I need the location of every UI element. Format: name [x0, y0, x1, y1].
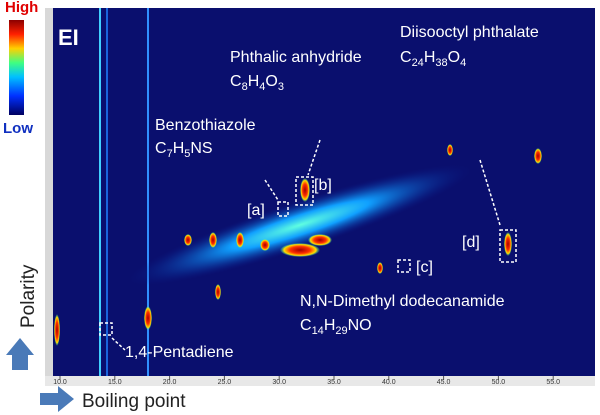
y-axis-strip [45, 8, 53, 376]
formula: C7H5NS [155, 140, 213, 160]
peak-marker: [b] [314, 177, 332, 194]
compound-name: Diisooctyl phthalate [400, 24, 539, 41]
formula: C24H38O4 [400, 49, 466, 69]
compound-name: 1,4-Pentadiene [125, 344, 234, 361]
formula-element: C [230, 73, 242, 90]
x-tick-label: 10.0 [53, 379, 67, 386]
panel-label: EI [58, 25, 79, 50]
formula-element: H [248, 73, 260, 90]
x-axis-strip [45, 376, 595, 386]
formula-element: NS [190, 140, 212, 157]
compound-name: Benzothiazole [155, 117, 256, 134]
formula-subscript: 29 [335, 325, 347, 337]
formula-subscript: 7 [167, 148, 173, 160]
compound-name: N,N-Dimethyl dodecanamide [300, 293, 505, 310]
formula-element: NO [348, 317, 372, 334]
peak-marker: [d] [462, 234, 480, 251]
formula-subscript: 3 [278, 81, 284, 93]
x-tick-label: 55.0 [546, 379, 560, 386]
formula-subscript: 5 [184, 148, 190, 160]
compound-name: Phthalic anhydride [230, 49, 362, 66]
x-tick-label: 40.0 [382, 379, 396, 386]
formula: C14H29NO [300, 317, 372, 337]
x-arrow [40, 386, 74, 412]
formula-subscript: 14 [312, 325, 324, 337]
formula-element: C [300, 317, 312, 334]
y-axis-label: Polarity [18, 264, 39, 328]
colorbar-low: Low [3, 120, 33, 137]
x-tick-label: 50.0 [492, 379, 506, 386]
x-tick-label: 35.0 [327, 379, 341, 386]
formula-element: H [324, 317, 336, 334]
formula-element: C [155, 140, 167, 157]
formula-subscript: 8 [242, 81, 248, 93]
colorbar [9, 20, 24, 115]
peak-marker: [c] [416, 259, 433, 276]
formula: C8H4O3 [230, 73, 284, 93]
peak-marker: [a] [247, 202, 265, 219]
x-tick-label: 45.0 [437, 379, 451, 386]
plot-background [45, 8, 595, 376]
formula-subscript: 4 [259, 81, 265, 93]
x-tick-label: 25.0 [218, 379, 232, 386]
peaks [54, 144, 542, 346]
colorbar-high: High [5, 0, 38, 16]
x-tick-label: 15.0 [108, 379, 122, 386]
formula-element: O [265, 73, 277, 90]
x-tick-label: 30.0 [272, 379, 286, 386]
y-arrow [6, 338, 34, 370]
formula-subscript: 4 [460, 57, 466, 69]
formula-subscript: 38 [435, 57, 447, 69]
formula-element: C [400, 49, 412, 66]
x-axis-label: Boiling point [82, 391, 186, 412]
formula-element: O [448, 49, 460, 66]
x-tick-label: 20.0 [163, 379, 177, 386]
formula-subscript: 24 [412, 57, 424, 69]
formula-element: H [173, 140, 185, 157]
annotation-boxes [99, 139, 517, 351]
formula-element: H [424, 49, 436, 66]
elution-band [128, 164, 472, 286]
